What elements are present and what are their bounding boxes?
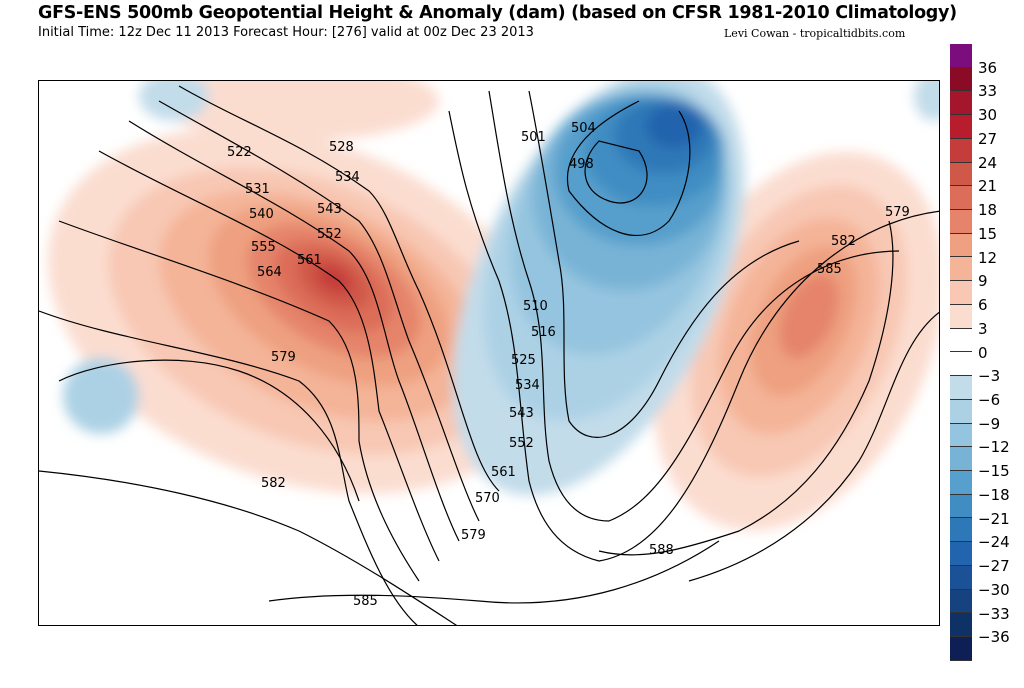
colorbar-segment: [950, 589, 972, 614]
colorbar-segment: [950, 67, 972, 92]
colorbar-segment: [950, 328, 972, 353]
anomaly-map: 522 528 534 531 540 543 552 555 561 564 …: [39, 81, 939, 625]
colorbar-tick-label: −6: [978, 390, 1001, 409]
contour-label: 534: [335, 170, 360, 185]
colorbar-segment: [950, 636, 972, 661]
colorbar-segment: [950, 186, 972, 211]
contour-label: 531: [245, 182, 270, 197]
colorbar-tick-label: 27: [978, 129, 998, 148]
colorbar-segment: [950, 352, 972, 377]
contour-label: 516: [531, 325, 556, 340]
contour-labels: 522 528 534 531 540 543 552 555 561 564 …: [227, 121, 910, 609]
contour-label: 561: [297, 253, 322, 268]
colorbar: [950, 44, 972, 661]
contour-label: 501: [521, 130, 546, 145]
colorbar-tick-label: −24: [978, 533, 1010, 552]
colorbar-segment: [950, 115, 972, 139]
contour-label: 582: [831, 234, 856, 249]
contour-label: 582: [261, 476, 286, 491]
contour-label: 540: [249, 207, 274, 222]
contour-label: 552: [317, 227, 342, 242]
contour-label: 525: [511, 353, 536, 368]
contour-label: 552: [509, 436, 534, 451]
colorbar-segment: [950, 613, 972, 637]
map-subtitle: Initial Time: 12z Dec 11 2013 Forecast H…: [38, 25, 534, 40]
contour-label: 561: [491, 465, 516, 480]
contour-label: 564: [257, 265, 282, 280]
colorbar-segment: [950, 233, 972, 258]
colorbar-tick-label: 12: [978, 248, 998, 267]
contour-label: 579: [885, 205, 910, 220]
contour-label: 534: [515, 378, 540, 393]
colorbar-segment: [950, 257, 972, 282]
map-title: GFS-ENS 500mb Geopotential Height & Anom…: [38, 3, 957, 23]
colorbar-tick-label: −36: [978, 628, 1010, 647]
colorbar-segment: [950, 91, 972, 116]
contour-label: 528: [329, 140, 354, 155]
colorbar-segment: [950, 210, 972, 234]
colorbar-segment: [950, 376, 972, 400]
colorbar-tick-label: −3: [978, 367, 1001, 386]
contour-label: 579: [461, 528, 486, 543]
contour-label: 504: [571, 121, 596, 136]
colorbar-segment: [950, 423, 972, 448]
colorbar-segment: [950, 304, 972, 329]
contour-label: 555: [251, 240, 276, 255]
colorbar-tick-label: 33: [978, 82, 998, 101]
colorbar-tick-label: −9: [978, 414, 1001, 433]
contour-label: 570: [475, 491, 500, 506]
colorbar-tick-label: 3: [978, 319, 988, 338]
colorbar-tick-label: 36: [978, 58, 998, 77]
colorbar-segment: [950, 162, 972, 187]
colorbar-segment: [950, 518, 972, 543]
contour-label: 498: [569, 157, 594, 172]
colorbar-tick-label: −18: [978, 485, 1010, 504]
colorbar-segment: [950, 447, 972, 471]
colorbar-tick-label: −27: [978, 557, 1010, 576]
contour-label: 585: [817, 262, 842, 277]
height-contours: [39, 85, 939, 625]
colorbar-tick-label: −33: [978, 604, 1010, 623]
colorbar-segment: [950, 44, 972, 68]
map-panel: 522 528 534 531 540 543 552 555 561 564 …: [38, 80, 940, 626]
colorbar-segment: [950, 542, 972, 566]
colorbar-tick-label: 21: [978, 177, 998, 196]
contour-label: 510: [523, 299, 548, 314]
colorbar-tick-label: −15: [978, 462, 1010, 481]
contour-label: 579: [271, 350, 296, 365]
colorbar-tick-label: 6: [978, 296, 988, 315]
colorbar-segment: [950, 470, 972, 495]
colorbar-segment: [950, 399, 972, 424]
colorbar-segment: [950, 494, 972, 519]
colorbar-tick-label: −12: [978, 438, 1010, 457]
contour-label: 522: [227, 145, 252, 160]
colorbar-segment: [950, 138, 972, 163]
colorbar-tick-label: 30: [978, 106, 998, 125]
contour-label: 543: [509, 406, 534, 421]
colorbar-segment: [950, 565, 972, 590]
contour-label: 543: [317, 202, 342, 217]
contour-label: 585: [353, 594, 378, 609]
contour-label: 588: [649, 543, 674, 558]
colorbar-tick-label: 24: [978, 153, 998, 172]
colorbar-tick-label: 0: [978, 343, 988, 362]
colorbar-tick-label: −21: [978, 509, 1010, 528]
colorbar-tick-label: −30: [978, 580, 1010, 599]
colorbar-tick-label: 18: [978, 201, 998, 220]
colorbar-tick-label: 15: [978, 224, 998, 243]
colorbar-tick-label: 9: [978, 272, 988, 291]
colorbar-segment: [950, 281, 972, 305]
credit-text: Levi Cowan - tropicaltidbits.com: [724, 27, 906, 40]
